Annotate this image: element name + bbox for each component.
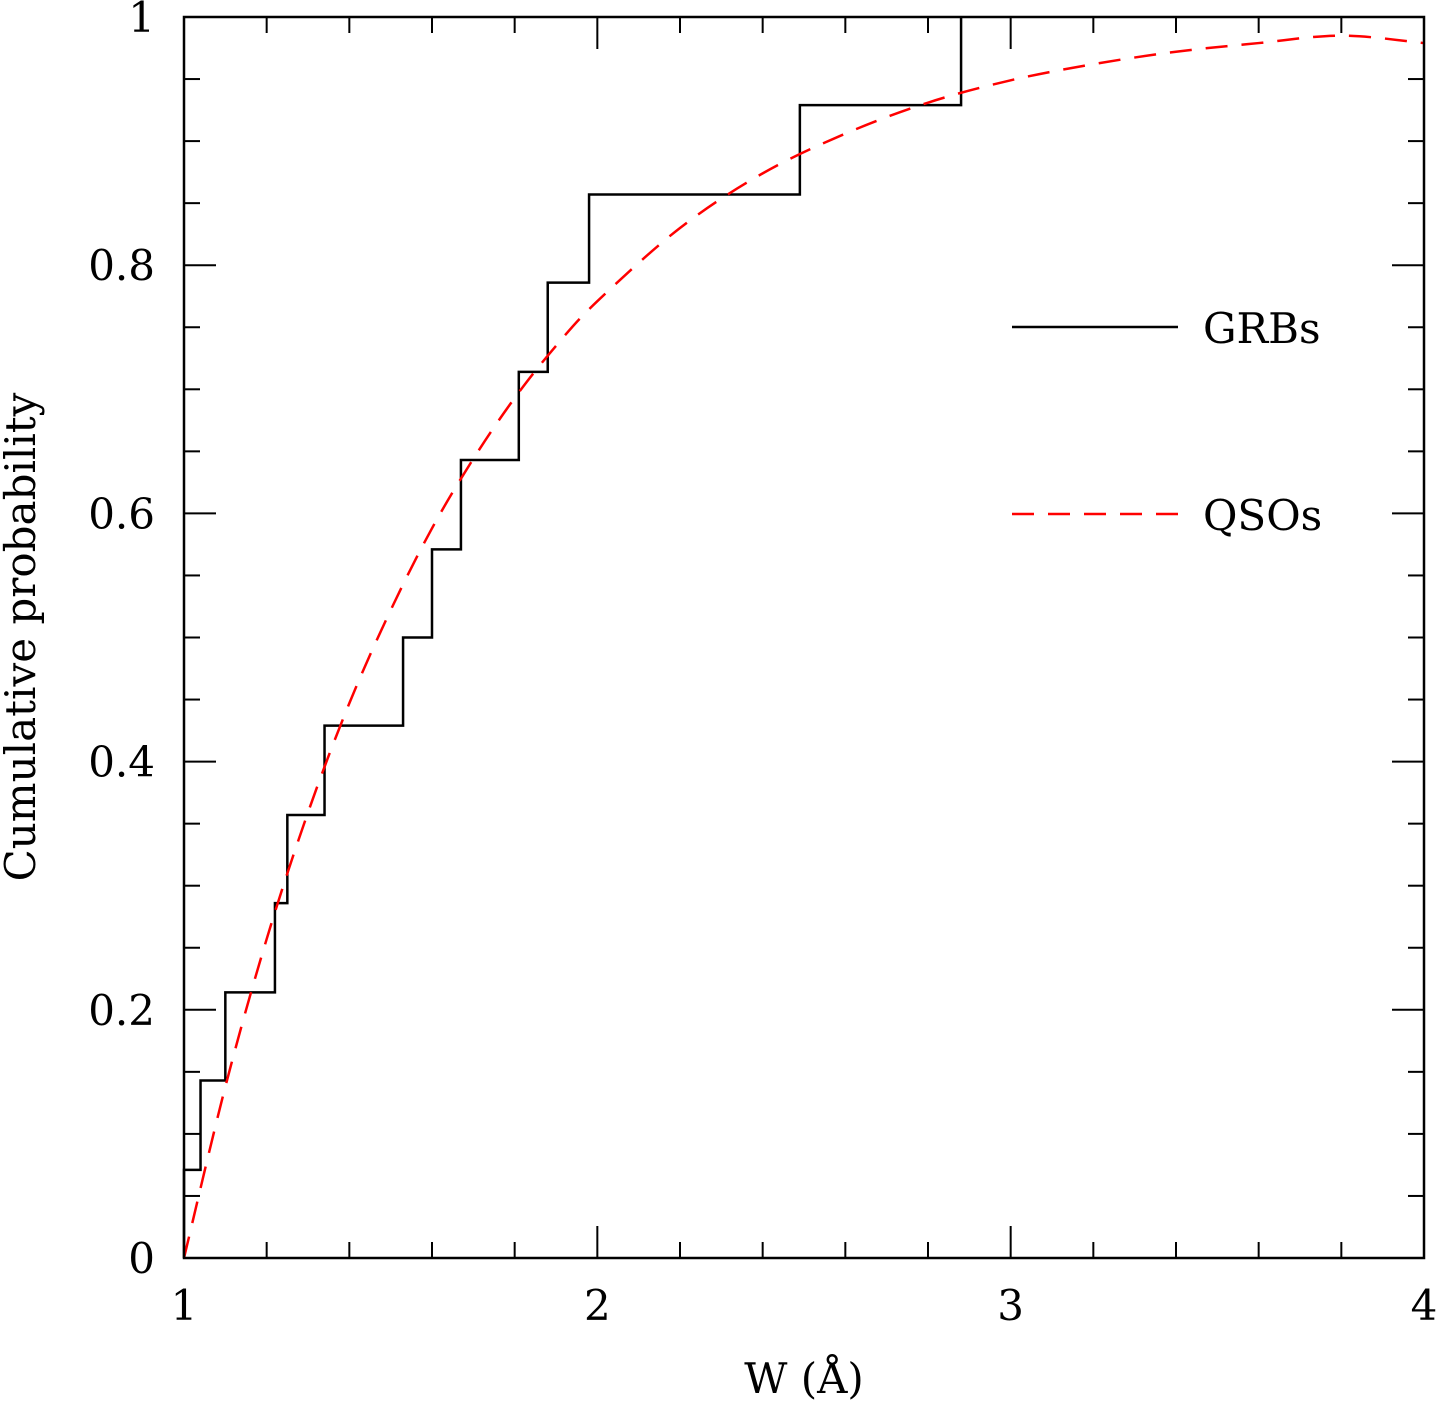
x-tick-label: 3 (997, 1281, 1024, 1330)
series-qsos-line (182, 34, 1425, 1259)
x-tick-label: 1 (171, 1281, 198, 1330)
legend-qsos-label: QSOs (1203, 491, 1322, 540)
x-axis-label: W (Å) (744, 1353, 864, 1403)
y-tick-label: 0.6 (88, 489, 155, 538)
y-tick-label: 0.8 (88, 241, 155, 290)
plot-series (182, 17, 1425, 1259)
y-axis-label: Cumulative probability (0, 392, 45, 881)
y-tick-label: 1 (128, 0, 155, 42)
y-tick-label: 0.4 (88, 738, 155, 787)
y-tick-label: 0 (128, 1234, 155, 1283)
x-tick-label: 2 (584, 1281, 611, 1330)
x-tick-label: 4 (1411, 1281, 1438, 1330)
tick-labels: 1 2 3 4 0 0.2 0.4 0.6 0.8 1 (88, 0, 1437, 1330)
series-grbs-line (182, 17, 963, 1258)
legend: GRBs QSOs (1012, 304, 1322, 540)
y-tick-label: 0.2 (88, 986, 155, 1035)
legend-grbs-label: GRBs (1203, 304, 1321, 353)
plot-frame (182, 15, 1426, 1260)
axis-ticks (183, 16, 1425, 1259)
